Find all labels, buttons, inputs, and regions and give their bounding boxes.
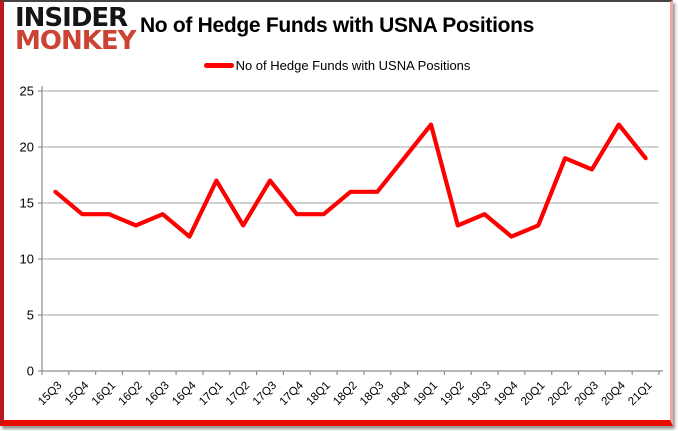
- logo-monkey-text: MONKEY: [15, 26, 136, 56]
- x-tick-label: 20Q2: [546, 380, 574, 408]
- y-tick-label: 20: [20, 140, 34, 155]
- legend: No of Hedge Funds with USNA Positions: [4, 58, 670, 73]
- x-tick-label: 16Q2: [117, 380, 145, 408]
- x-tick-label: 17Q3: [251, 380, 279, 408]
- data-line: [53, 122, 648, 239]
- x-tick-label: 19Q2: [439, 380, 467, 408]
- legend-line-swatch: [203, 63, 234, 68]
- x-tick-label: 15Q3: [36, 380, 64, 408]
- x-tick-label: 15Q4: [63, 379, 92, 408]
- y-tick-label: 0: [27, 364, 34, 379]
- x-tick-label: 17Q4: [278, 379, 307, 408]
- x-tick-label: 19Q3: [465, 380, 493, 408]
- x-tick-label: 17Q1: [197, 380, 225, 408]
- x-tick-label: 19Q4: [492, 379, 521, 408]
- x-tick-label: 18Q3: [358, 380, 386, 408]
- y-tick-label: 10: [20, 252, 34, 267]
- y-tick-label: 5: [27, 308, 34, 323]
- chart-title: No of Hedge Funds with USNA Positions: [139, 14, 535, 37]
- x-tick-label: 18Q2: [331, 380, 359, 408]
- y-tick-label: 25: [20, 84, 34, 99]
- x-tick-label: 21Q1: [626, 380, 654, 408]
- line-chart-svg: 051015202515Q315Q416Q116Q216Q316Q417Q117…: [20, 84, 663, 408]
- y-tick-label: 15: [20, 196, 34, 211]
- x-tick-label: 18Q4: [385, 379, 414, 408]
- logo-insider-text: INSIDER: [15, 3, 128, 33]
- x-tick-label: 20Q1: [519, 380, 547, 408]
- x-tick-label: 17Q2: [224, 380, 252, 408]
- x-tick-label: 18Q1: [304, 380, 332, 408]
- legend-label: No of Hedge Funds with USNA Positions: [235, 58, 471, 73]
- x-tick-label: 16Q3: [143, 380, 171, 408]
- x-tick-label: 16Q1: [90, 380, 118, 408]
- x-tick-label: 16Q4: [170, 379, 199, 408]
- x-tick-label: 20Q3: [573, 380, 601, 408]
- insider-monkey-logo: INSIDER MONKEY: [15, 3, 136, 56]
- x-tick-label: 19Q1: [412, 380, 440, 408]
- x-tick-label: 20Q4: [599, 379, 628, 408]
